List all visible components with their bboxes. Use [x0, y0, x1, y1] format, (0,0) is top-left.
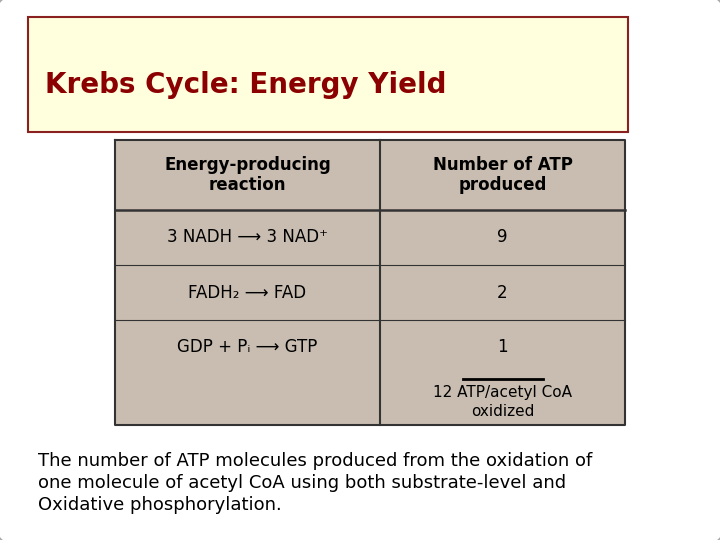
Text: one molecule of acetyl CoA using both substrate-level and: one molecule of acetyl CoA using both su… [38, 474, 566, 492]
Text: 12 ATP/acetyl CoA
oxidized: 12 ATP/acetyl CoA oxidized [433, 384, 572, 420]
Text: Krebs Cycle: Energy Yield: Krebs Cycle: Energy Yield [45, 71, 446, 99]
Text: Energy-producing
reaction: Energy-producing reaction [164, 156, 331, 194]
FancyBboxPatch shape [28, 17, 628, 132]
Text: The number of ATP molecules produced from the oxidation of: The number of ATP molecules produced fro… [38, 452, 593, 470]
Text: FADH₂ ⟶ FAD: FADH₂ ⟶ FAD [189, 284, 307, 301]
Text: Oxidative phosphorylation.: Oxidative phosphorylation. [38, 496, 282, 514]
Text: 1: 1 [498, 339, 508, 356]
Text: GDP + Pᵢ ⟶ GTP: GDP + Pᵢ ⟶ GTP [177, 339, 318, 356]
Text: 2: 2 [498, 284, 508, 301]
Text: Number of ATP
produced: Number of ATP produced [433, 156, 572, 194]
Text: 9: 9 [498, 228, 508, 246]
Text: 3 NADH ⟶ 3 NAD⁺: 3 NADH ⟶ 3 NAD⁺ [167, 228, 328, 246]
Bar [115, 140, 625, 425]
